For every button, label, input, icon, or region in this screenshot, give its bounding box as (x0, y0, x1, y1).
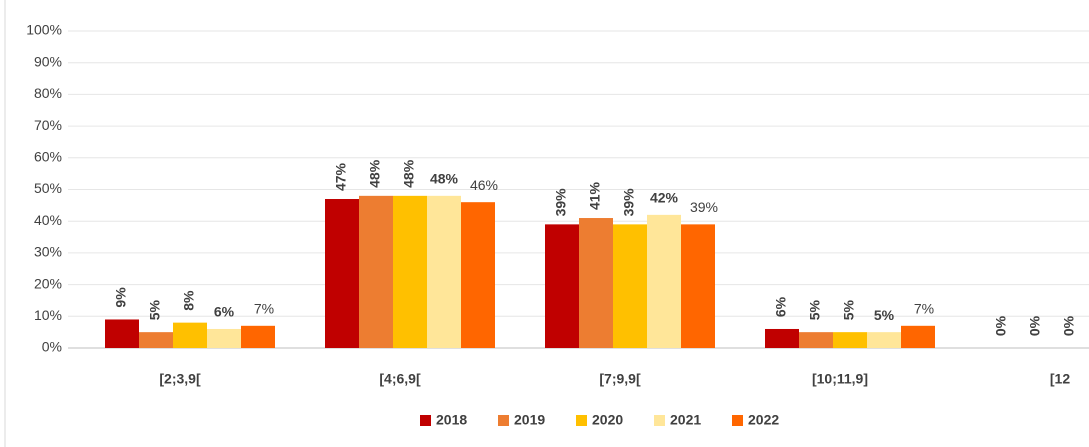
data-label: 0% (1027, 315, 1043, 336)
legend-label: 2021 (670, 412, 701, 428)
bar (325, 199, 359, 348)
legend-swatch (420, 415, 431, 426)
y-tick-label: 20% (34, 275, 62, 291)
bar (579, 218, 613, 348)
bar (427, 195, 461, 348)
bar (765, 328, 799, 348)
bar (901, 325, 935, 348)
legend-swatch (654, 415, 665, 426)
y-tick-label: 90% (34, 53, 62, 69)
y-tick-label: 40% (34, 212, 62, 228)
bar (241, 325, 275, 348)
bar (833, 332, 867, 348)
legend-swatch (576, 415, 587, 426)
x-tick-label: [2;3,9[ (159, 371, 201, 387)
bar (173, 322, 207, 348)
legend-label: 2018 (436, 412, 467, 428)
data-label: 5% (807, 299, 823, 320)
data-label: 9% (113, 287, 129, 308)
y-tick-label: 0% (42, 339, 62, 355)
bar (207, 328, 241, 348)
data-label: 0% (993, 315, 1009, 336)
data-label: 8% (181, 290, 197, 311)
data-label: 48% (430, 171, 459, 187)
x-tick-label: [12 (1050, 371, 1070, 387)
y-tick-label: 50% (34, 180, 62, 196)
data-label: 47% (333, 162, 349, 191)
y-tick-label: 80% (34, 85, 62, 101)
data-label: 5% (147, 299, 163, 320)
bar (867, 332, 901, 348)
legend-swatch (732, 415, 743, 426)
y-tick-label: 70% (34, 117, 62, 133)
data-label: 5% (841, 299, 857, 320)
data-label: 6% (214, 304, 235, 320)
bar (545, 224, 579, 348)
data-label: 7% (914, 301, 934, 317)
x-tick-label: [10;11,9] (812, 371, 868, 387)
data-label: 39% (621, 188, 637, 217)
data-label: 6% (773, 296, 789, 317)
bar (393, 195, 427, 348)
legend-label: 2022 (748, 412, 779, 428)
bar (647, 214, 681, 348)
x-tick-label: [7;9,9[ (599, 371, 641, 387)
y-tick-label: 60% (34, 149, 62, 165)
data-label: 42% (650, 190, 679, 206)
bar (799, 332, 833, 348)
data-label: 7% (254, 301, 274, 317)
data-label: 41% (587, 181, 603, 210)
bar (461, 202, 495, 348)
y-tick-label: 30% (34, 244, 62, 260)
data-label: 39% (553, 188, 569, 217)
legend-label: 2020 (592, 412, 623, 428)
bar (681, 224, 715, 348)
y-tick-label: 100% (26, 22, 62, 38)
data-label: 39% (690, 199, 718, 215)
data-label: 48% (401, 159, 417, 188)
bar (139, 332, 173, 348)
data-label: 48% (367, 159, 383, 188)
data-label: 0% (1061, 315, 1077, 336)
legend-swatch (498, 415, 509, 426)
y-tick-label: 10% (34, 307, 62, 323)
x-tick-label: [4;6,9[ (379, 371, 421, 387)
legend-label: 2019 (514, 412, 545, 428)
bar (613, 224, 647, 348)
data-label: 5% (874, 307, 895, 323)
bar (105, 319, 139, 348)
bar (359, 195, 393, 348)
data-label: 46% (470, 177, 498, 193)
